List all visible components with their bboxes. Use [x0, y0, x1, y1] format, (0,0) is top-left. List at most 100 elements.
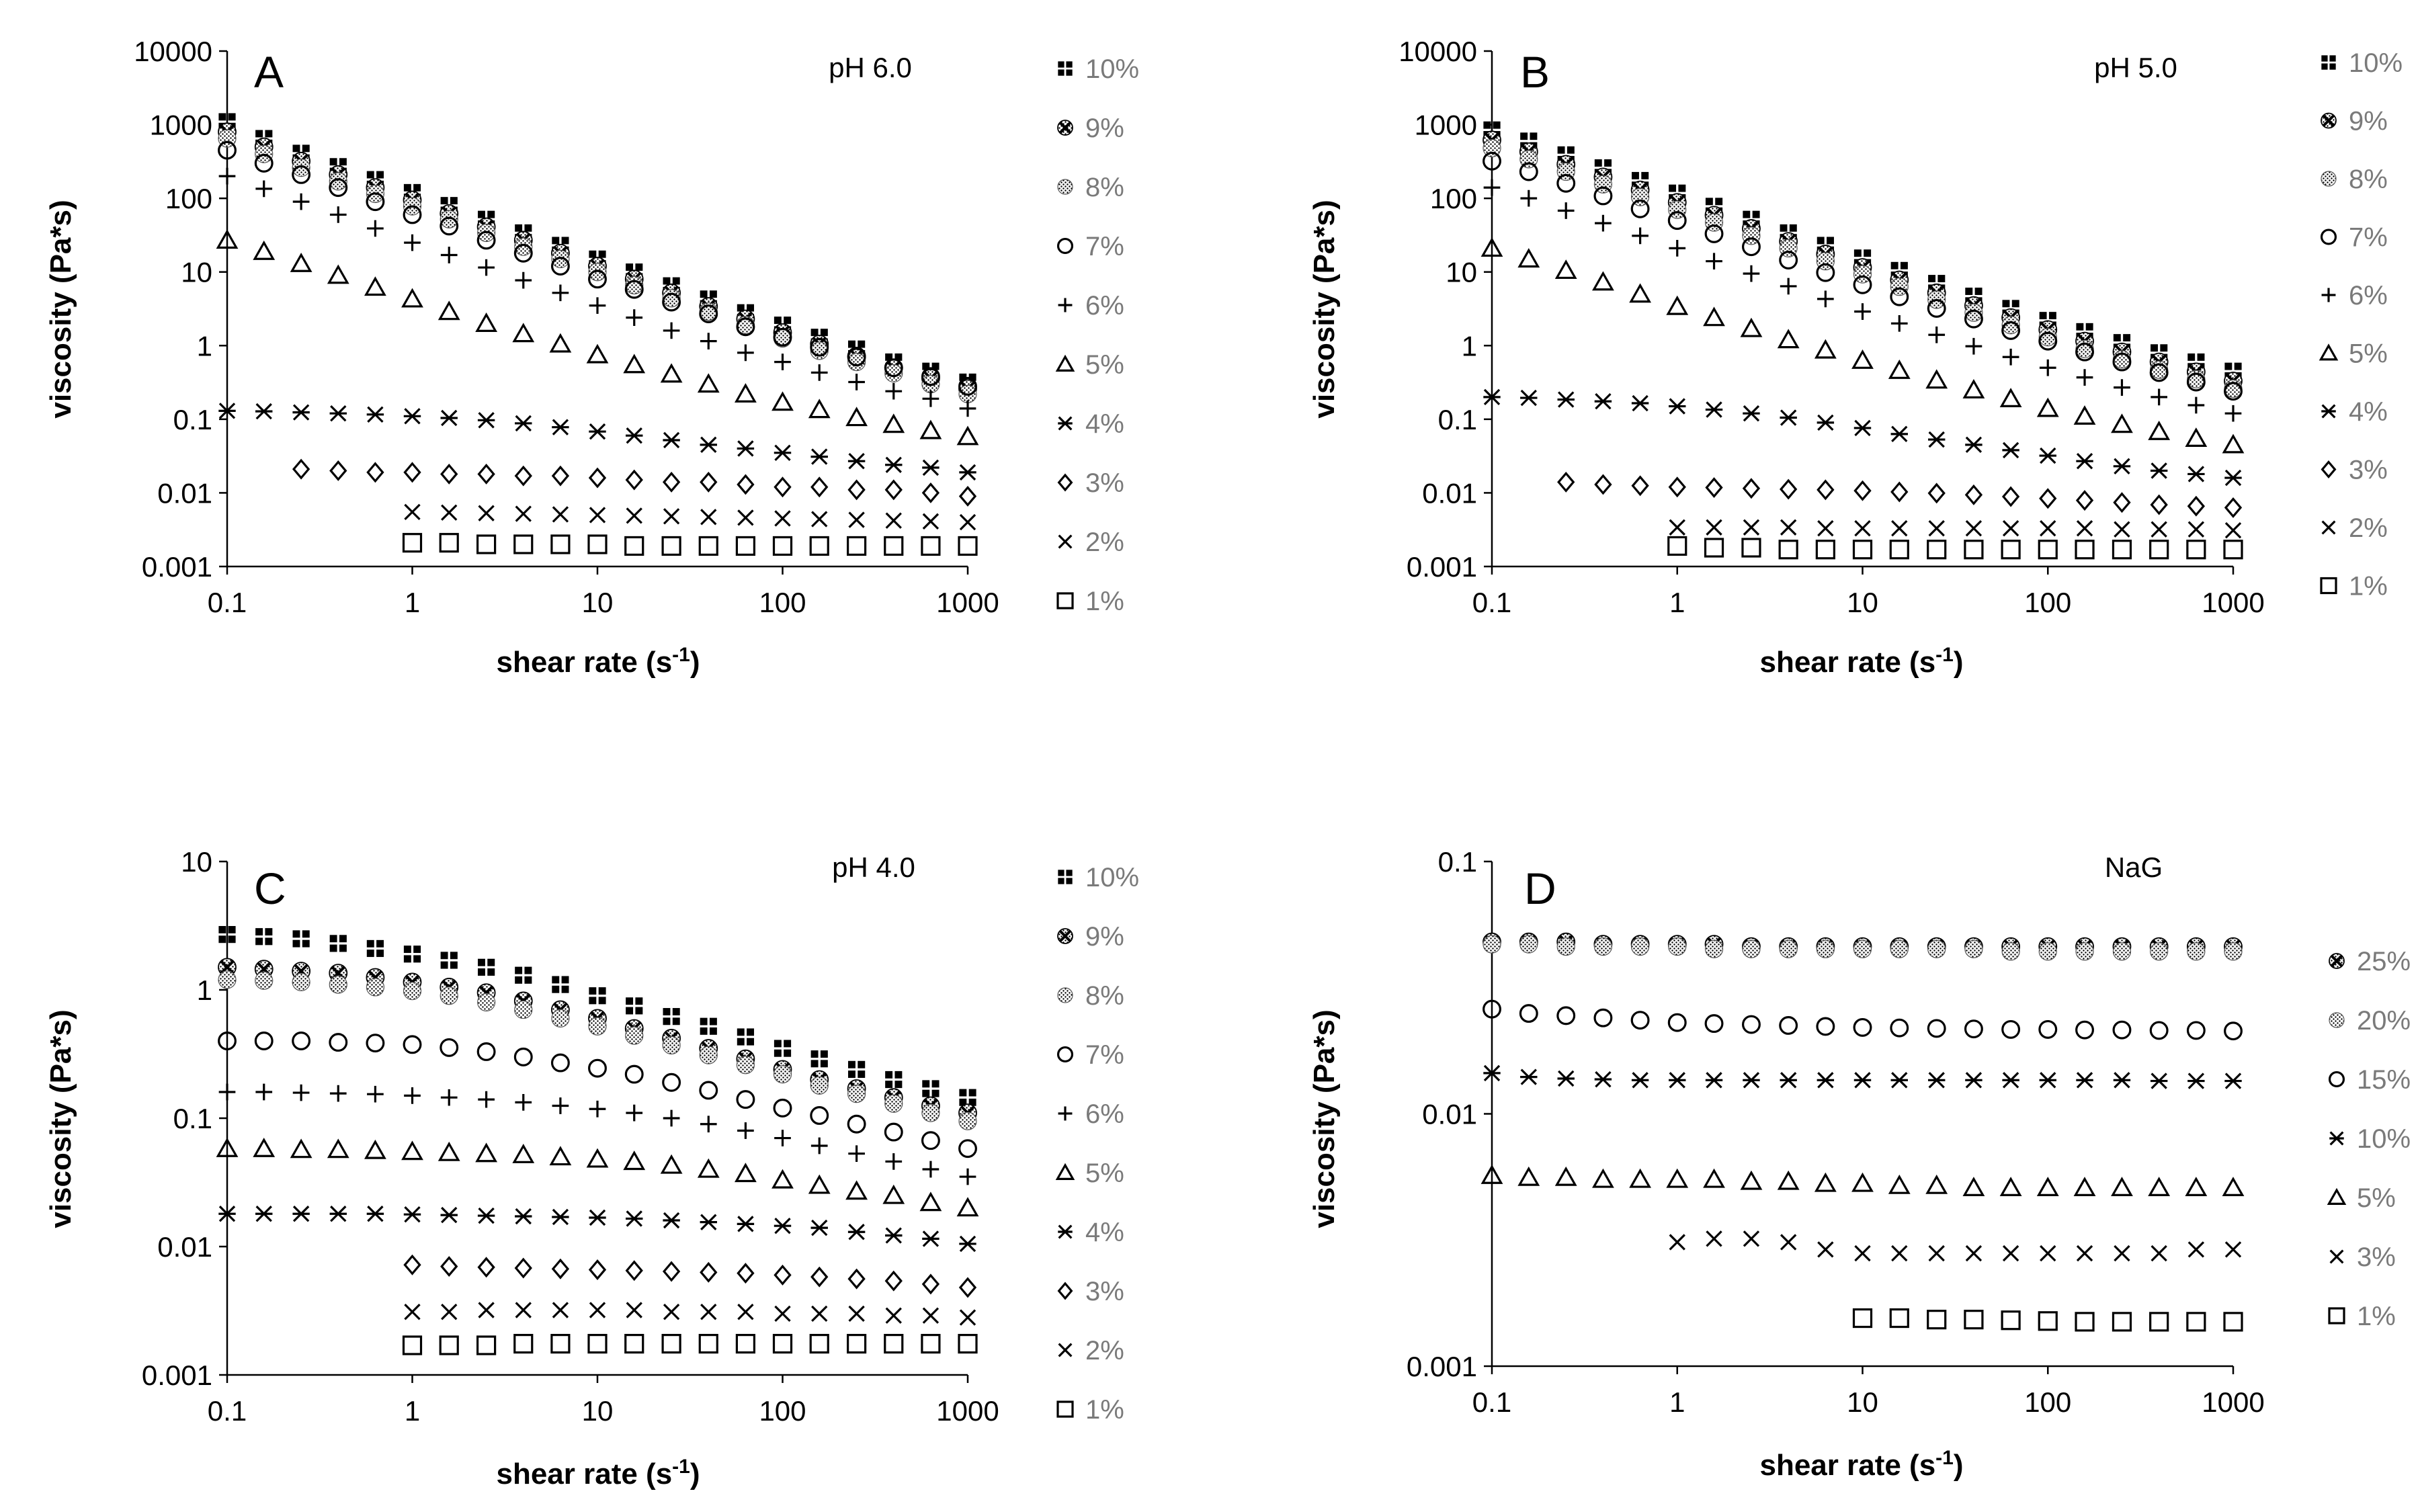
data-point [1854, 303, 1871, 320]
data-point [810, 341, 829, 360]
data-point [774, 353, 791, 370]
data-point [882, 1184, 905, 1204]
data-point [1629, 1168, 1652, 1188]
legend-item: 9% [1057, 922, 1124, 952]
legend-label: 1% [2349, 572, 2388, 601]
data-point [1817, 479, 1835, 501]
data-point [1704, 939, 1724, 958]
data-point [515, 1302, 532, 1318]
data-point [922, 513, 940, 530]
data-point [476, 230, 496, 250]
data-point [1965, 436, 1983, 454]
data-point [774, 444, 792, 461]
data-point [1520, 389, 1538, 407]
data-point [1965, 337, 1983, 355]
legend-marker [1056, 1400, 1074, 1418]
data-point [1667, 211, 1687, 230]
series-5pct [216, 229, 979, 446]
data-point [735, 383, 757, 403]
data-point [624, 1064, 644, 1084]
y-tick-label: 100 [1430, 183, 1477, 214]
data-point [885, 382, 903, 400]
data-point [1556, 937, 1575, 956]
data-point [700, 333, 717, 349]
data-point [2073, 1177, 2096, 1196]
data-point [2222, 433, 2245, 454]
data-point [1925, 369, 1948, 389]
data-point [2150, 942, 2169, 961]
series-1pct [402, 533, 978, 556]
data-point [513, 1333, 534, 1354]
data-point [2002, 520, 2019, 537]
series-4pct [1483, 388, 2242, 487]
data-point [255, 403, 273, 420]
data-point [1667, 536, 1687, 556]
legend-marker [2329, 953, 2345, 969]
data-point [2038, 331, 2058, 351]
series-3pct [1557, 471, 2243, 518]
data-point [1817, 1241, 1834, 1258]
data-point [847, 479, 866, 501]
data-point [589, 1302, 606, 1318]
data-point [1669, 519, 1685, 536]
data-point [2151, 1245, 2167, 1262]
data-point [1594, 393, 1612, 410]
x-tick-label: 100 [2024, 587, 2071, 618]
series-8pct [1483, 138, 2243, 398]
data-point [441, 1303, 458, 1320]
legend-marker [2329, 1012, 2345, 1028]
y-tick-label: 0.001 [1407, 551, 1477, 583]
data-point [774, 510, 791, 527]
data-point [1669, 1072, 1686, 1089]
data-point [884, 358, 903, 378]
data-point [292, 1206, 310, 1222]
data-point [440, 247, 458, 263]
data-point [771, 391, 794, 411]
legend-item: 20% [2329, 1006, 2411, 1036]
data-point [552, 1208, 569, 1226]
data-point [329, 1033, 348, 1052]
data-point [958, 1111, 977, 1130]
data-point [2002, 442, 2019, 459]
data-point [478, 259, 495, 276]
data-point [662, 1261, 681, 1282]
data-point [922, 1080, 940, 1097]
y-tick-label: 1 [1462, 330, 1477, 362]
data-point [1965, 520, 1983, 537]
data-point [1704, 224, 1724, 243]
data-point [478, 505, 495, 521]
legend-label: 10% [1085, 863, 1139, 892]
data-point [2151, 521, 2167, 538]
data-point [475, 312, 498, 332]
data-point [847, 352, 866, 372]
data-point [515, 966, 532, 984]
data-point [774, 476, 792, 498]
data-point [1483, 388, 1501, 406]
data-point [1964, 939, 1983, 958]
data-point [625, 1026, 644, 1045]
data-point [1703, 1168, 1725, 1188]
data-point [922, 459, 940, 476]
data-point [1928, 1072, 1946, 1089]
data-point [2113, 492, 2131, 513]
y-tick-label: 0.1 [1438, 846, 1477, 878]
data-point [477, 1257, 495, 1278]
data-point [919, 1191, 942, 1212]
data-point [477, 412, 495, 429]
data-point [329, 172, 347, 191]
legend-label: 3% [2357, 1243, 2396, 1272]
legend-item: 7% [1056, 1040, 1124, 1070]
data-point [735, 1333, 756, 1354]
data-point [440, 210, 458, 228]
legend-marker [2320, 228, 2337, 245]
legend-marker [2319, 343, 2339, 361]
legend-marker [1057, 928, 1073, 944]
data-point [847, 536, 867, 556]
data-point [2224, 469, 2242, 487]
data-point [2187, 466, 2205, 482]
data-point [1480, 1164, 1503, 1184]
data-point [403, 946, 421, 963]
y-tick-label: 1 [197, 330, 212, 362]
data-point [810, 1106, 829, 1125]
data-point [366, 1206, 384, 1222]
